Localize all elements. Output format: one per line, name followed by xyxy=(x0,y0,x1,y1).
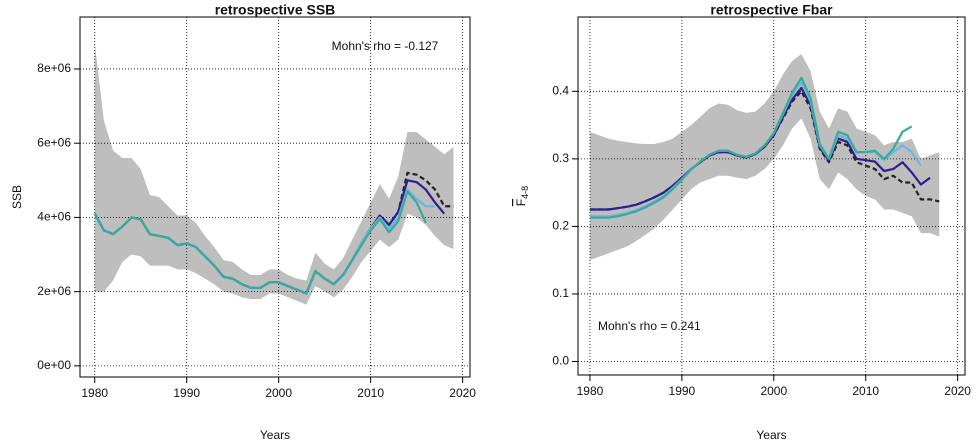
y-tick-label: 0.4 xyxy=(552,83,569,97)
x-axis-label: Years xyxy=(260,428,290,442)
x-tick-label: 2000 xyxy=(265,386,292,400)
x-tick-label: 1980 xyxy=(81,386,108,400)
y-tick-label: 0.3 xyxy=(552,151,569,165)
confidence-band xyxy=(94,42,454,305)
y-tick-label: 8e+06 xyxy=(37,61,71,75)
x-tick-label: 2020 xyxy=(944,384,971,398)
x-tick-label: 2020 xyxy=(449,386,476,400)
x-tick-label: 1980 xyxy=(577,384,604,398)
x-tick-label: 2000 xyxy=(760,384,787,398)
x-tick-label: 1990 xyxy=(173,386,200,400)
y-axis-label: SSB xyxy=(10,185,24,209)
x-tick-label: 1990 xyxy=(669,384,696,398)
annotation: Mohn's rho = 0.241 xyxy=(598,319,701,333)
x-axis-label: Years xyxy=(756,428,786,442)
y-tick-label: 4e+06 xyxy=(37,210,71,224)
y-tick-label: 0.1 xyxy=(552,286,569,300)
confidence-band xyxy=(589,54,940,261)
y-axis-label-subscript: 4-8 xyxy=(520,186,530,199)
y-axis-label: F4-8 xyxy=(514,186,530,206)
plot-frame xyxy=(79,16,471,378)
annotation: Mohn's rho = -0.127 xyxy=(332,39,439,53)
y-tick-label: 6e+06 xyxy=(37,135,71,149)
x-tick-label: 2010 xyxy=(852,384,879,398)
y-tick-label: 0.2 xyxy=(552,219,569,233)
x-tick-label: 2010 xyxy=(357,386,384,400)
chart-title: retrospective Fbar xyxy=(710,2,833,18)
y-tick-label: 2e+06 xyxy=(37,284,71,298)
series-line xyxy=(589,76,913,219)
series-line xyxy=(93,190,427,295)
y-tick-label: 0.0 xyxy=(552,354,569,368)
y-tick-label: 0e+00 xyxy=(37,358,71,372)
chart-title: retrospective SSB xyxy=(215,2,336,18)
y-axis-label-main: F xyxy=(514,199,528,206)
panel: 1980 1990 2000 2010 2020 0.0 0.1 0.2 0.3 0.4 retro… xyxy=(514,2,971,442)
y-axis-label-main: SSB xyxy=(10,185,24,209)
plot-frame xyxy=(577,16,966,376)
panel: 1980 1990 2000 2010 2020 0e+00 2e+06 4e+06 6e+06… xyxy=(10,2,476,442)
